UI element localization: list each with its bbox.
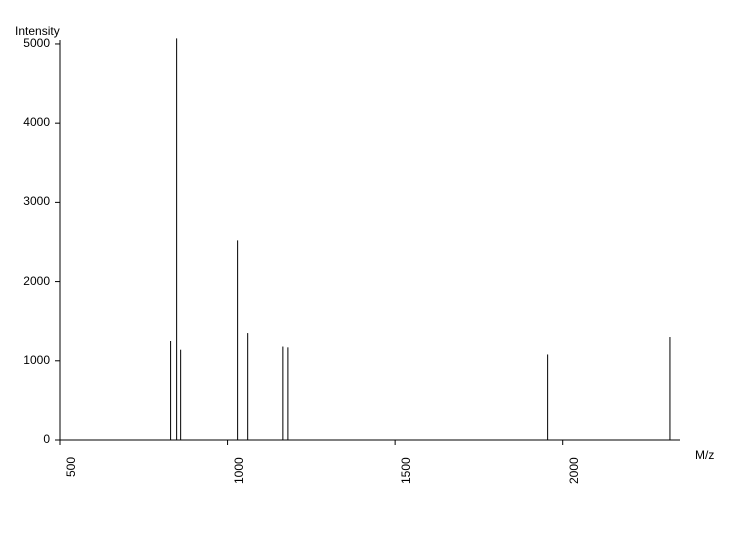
x-tick-label: 1000 bbox=[232, 457, 246, 484]
y-tick-label: 1000 bbox=[0, 353, 50, 367]
x-axis-label: M/z bbox=[695, 448, 714, 462]
x-tick-label: 500 bbox=[64, 457, 78, 477]
x-tick-label: 1500 bbox=[399, 457, 413, 484]
mass-spectrum-chart: Intensity M/z 010002000300040005000 5001… bbox=[0, 0, 750, 540]
y-tick-label: 5000 bbox=[0, 36, 50, 50]
y-tick-label: 2000 bbox=[0, 274, 50, 288]
x-tick-label: 2000 bbox=[567, 457, 581, 484]
y-tick-label: 4000 bbox=[0, 115, 50, 129]
y-tick-label: 0 bbox=[0, 432, 50, 446]
y-tick-label: 3000 bbox=[0, 194, 50, 208]
plot-svg bbox=[0, 0, 750, 540]
